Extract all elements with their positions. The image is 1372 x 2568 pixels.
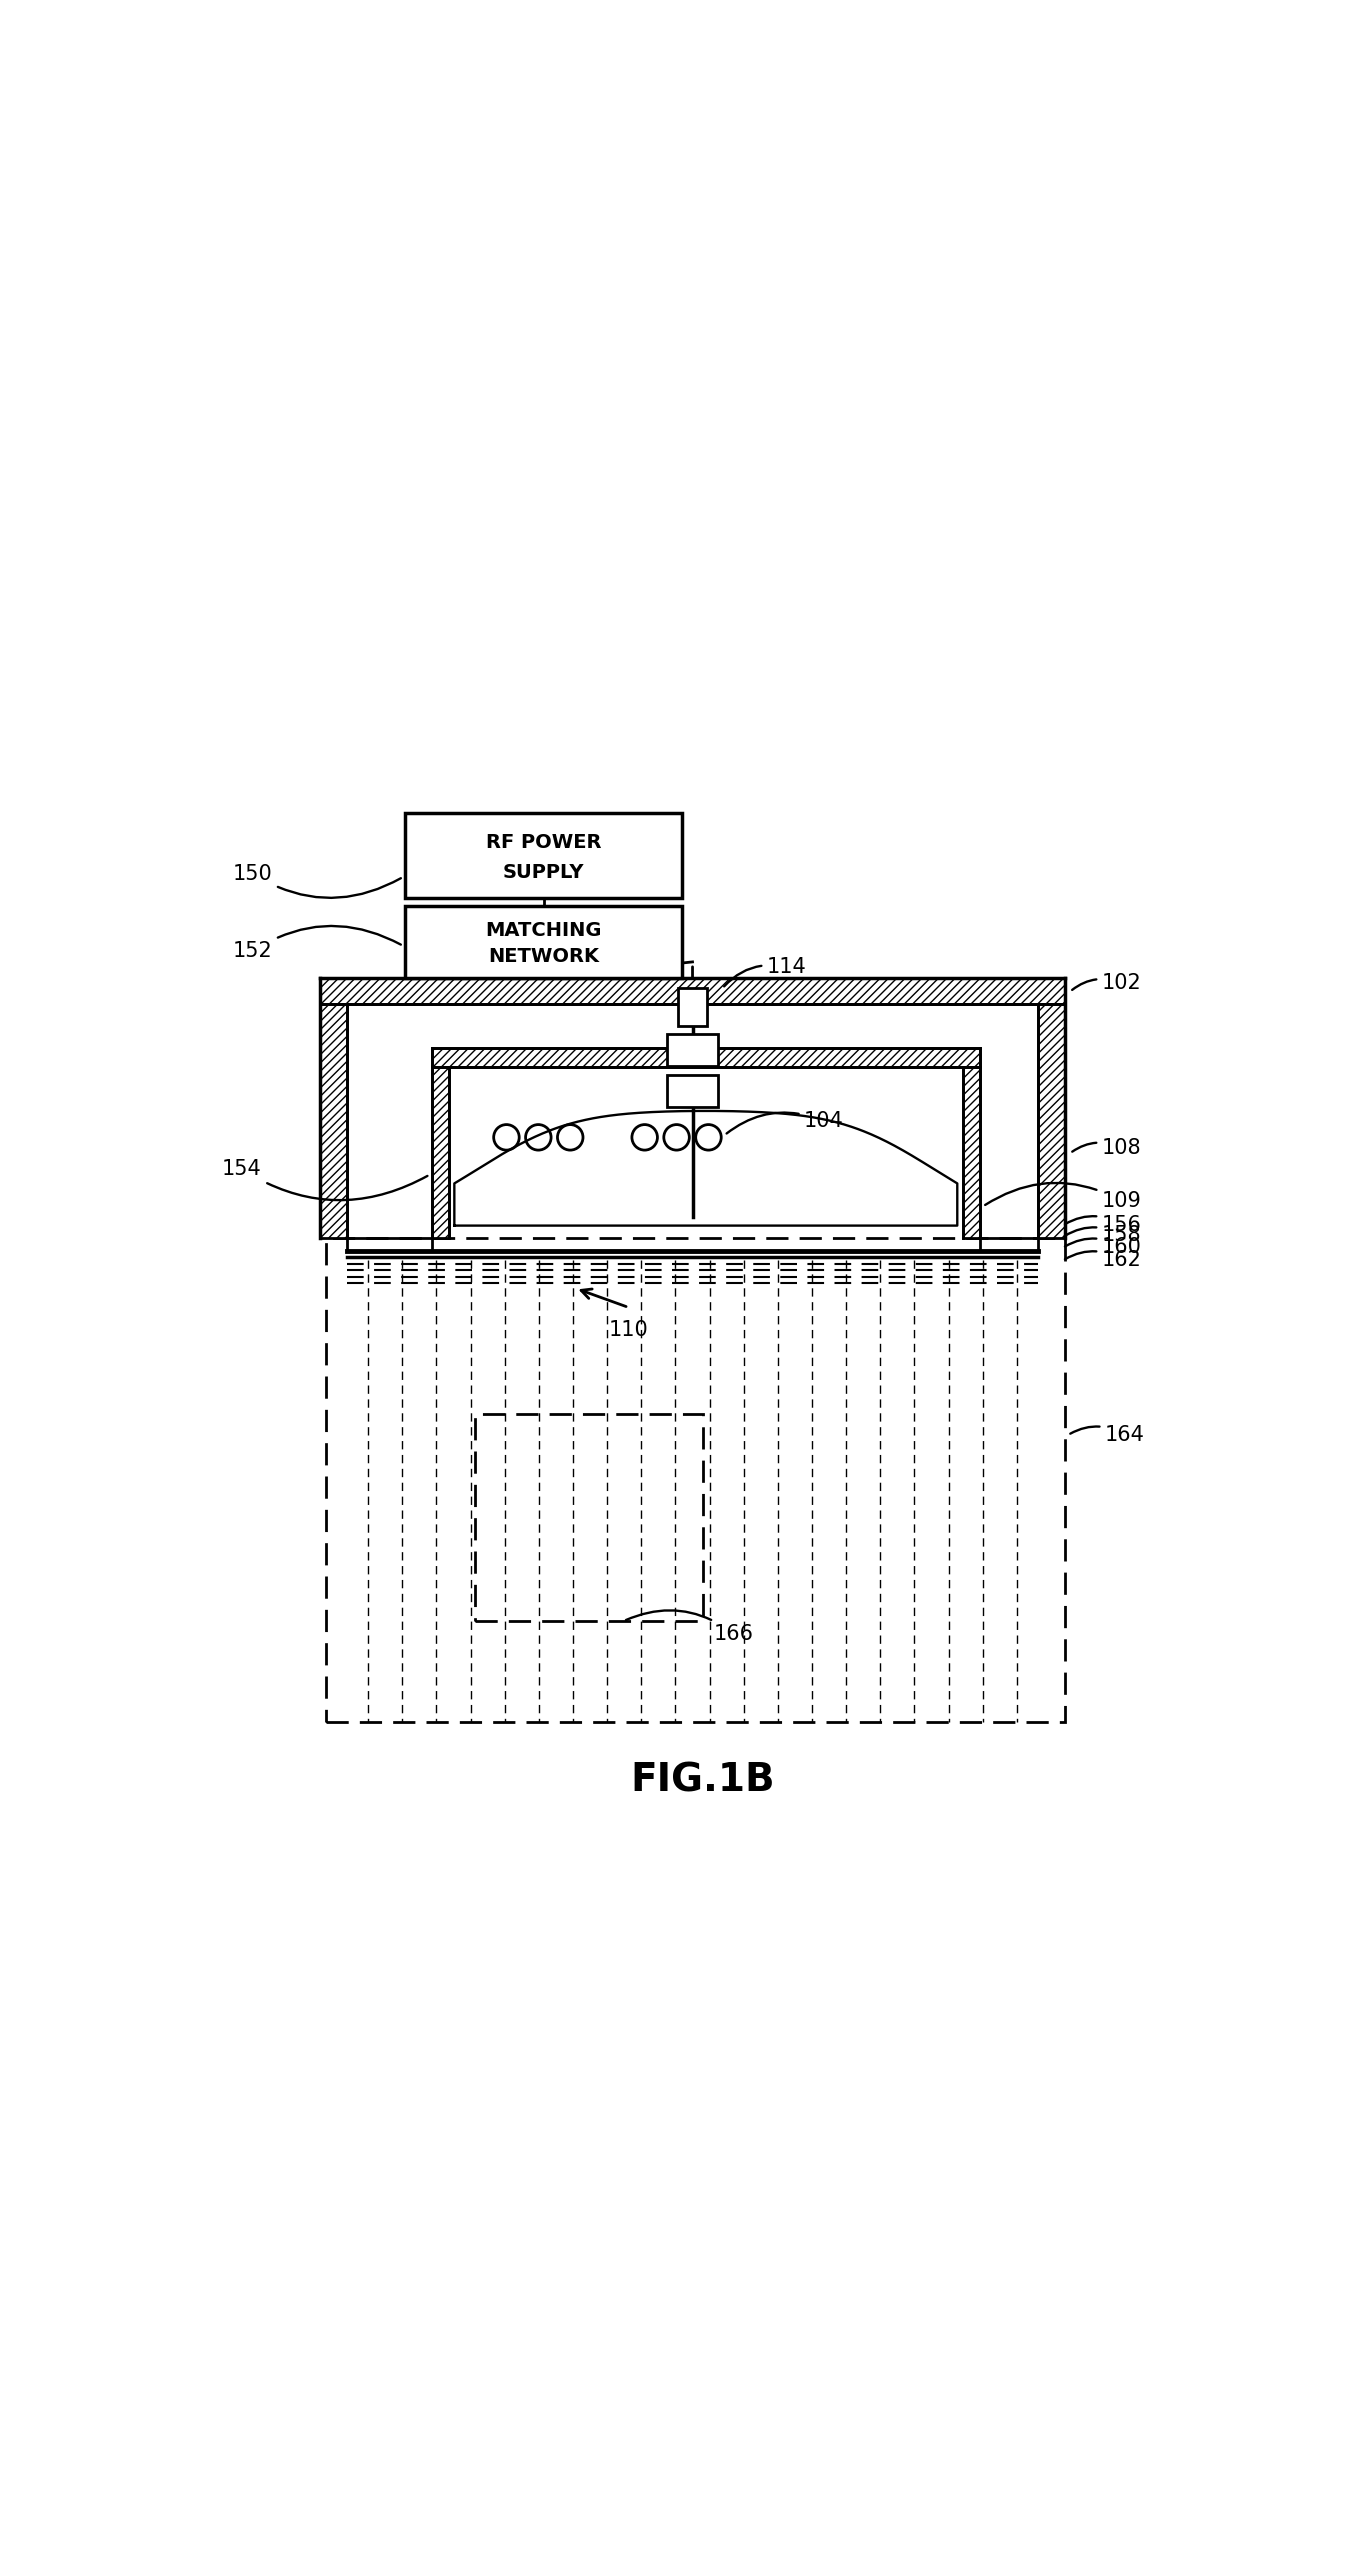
Bar	[678, 989, 708, 1025]
Text: 152: 152	[233, 927, 401, 960]
Text: 108: 108	[1073, 1138, 1142, 1158]
Bar	[320, 978, 1065, 1004]
Bar	[406, 814, 682, 899]
Bar	[406, 907, 682, 978]
Text: 150: 150	[233, 863, 401, 899]
Text: 164: 164	[1070, 1425, 1146, 1446]
Bar	[475, 1415, 702, 1620]
Text: 104: 104	[727, 1112, 844, 1132]
Bar	[432, 1068, 449, 1238]
Text: 154: 154	[222, 1158, 428, 1199]
Bar	[667, 1073, 718, 1107]
Text: 160: 160	[1065, 1238, 1142, 1256]
Bar	[1039, 1004, 1065, 1238]
Text: FIG.1B: FIG.1B	[631, 1762, 775, 1800]
Text: 162: 162	[1065, 1251, 1142, 1269]
Bar	[325, 1238, 1065, 1723]
Bar	[432, 1048, 980, 1068]
Text: 166: 166	[626, 1610, 753, 1644]
Text: 114: 114	[724, 958, 807, 986]
Text: SUPPLY: SUPPLY	[504, 863, 584, 881]
Text: NETWORK: NETWORK	[488, 948, 600, 966]
Bar	[963, 1068, 980, 1238]
Bar	[667, 1035, 718, 1066]
Text: 109: 109	[985, 1184, 1142, 1212]
Text: 102: 102	[1072, 973, 1142, 994]
Bar	[320, 1004, 347, 1238]
Text: 110: 110	[609, 1320, 649, 1340]
Text: 158: 158	[1065, 1225, 1142, 1245]
Text: 156: 156	[1065, 1215, 1142, 1235]
Text: RF POWER: RF POWER	[486, 832, 601, 853]
Text: MATCHING: MATCHING	[486, 922, 602, 940]
